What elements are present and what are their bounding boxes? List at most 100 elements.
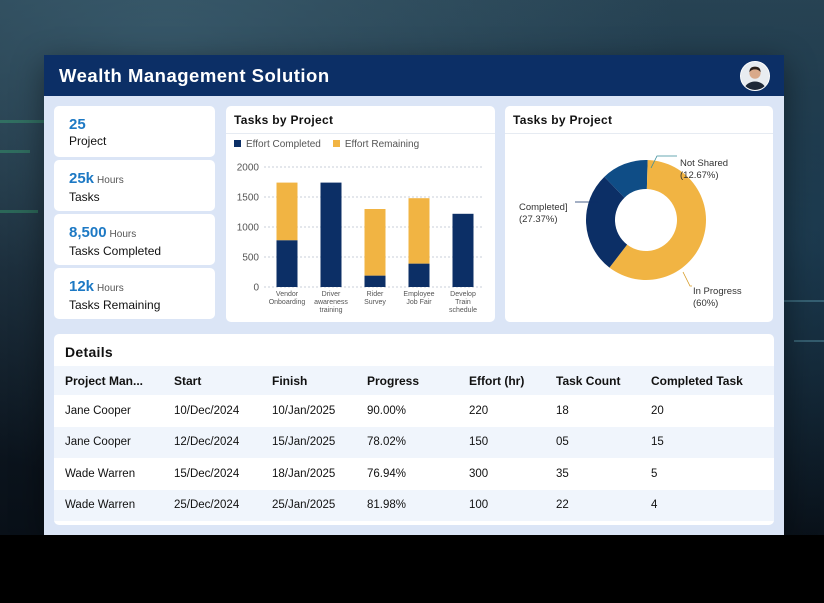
cell-finish: 15/Jan/2025 (272, 436, 336, 449)
cell-completed-task: 20 (651, 404, 664, 417)
bar-segment (276, 240, 298, 287)
x-tick-label: Rider (367, 291, 384, 298)
stat-card-tasks-remaining: 12k Hours Tasks Remaining (54, 268, 215, 319)
bar-segment (452, 213, 474, 287)
table-header-row: Project Man... Start Finish Progress Eff… (54, 366, 774, 395)
leader-line (682, 271, 692, 287)
y-tick-label: 2000 (237, 163, 260, 174)
bar-segment (364, 275, 386, 287)
column-header-effort[interactable]: Effort (hr) (469, 373, 525, 388)
slice-label-name: Not Shared (680, 158, 728, 169)
leader-line (650, 155, 677, 169)
x-tick-label: schedule (449, 307, 477, 314)
background-stripe (0, 150, 30, 153)
stat-label: Project (69, 134, 107, 148)
y-tick-label: 1000 (237, 223, 260, 234)
cell-effort: 220 (469, 404, 489, 417)
table-row[interactable]: Wade Warren 25/Dec/2024 25/Jan/2025 81.9… (54, 489, 774, 521)
dashboard-window: Wealth Management Solution 25 Project 25… (44, 55, 784, 535)
bar-chart-title: Tasks by Project (226, 106, 495, 134)
legend-label: Effort Remaining (344, 139, 420, 150)
x-tick-label: Vendor (276, 291, 299, 298)
table-row[interactable]: Wade Warren 15/Dec/2024 18/Jan/2025 76.9… (54, 458, 774, 490)
table-row[interactable]: Jane Cooper 12/Dec/2024 15/Jan/2025 78.0… (54, 426, 774, 458)
donut-slice (604, 160, 648, 198)
x-tick-label: Survey (364, 299, 386, 306)
x-tick-label: Onboarding (269, 299, 306, 306)
stat-card-projects: 25 Project (54, 106, 215, 157)
column-header-start[interactable]: Start (174, 373, 202, 388)
background-stripe (794, 340, 824, 342)
cell-start: 25/Dec/2024 (174, 499, 240, 512)
stat-unit: Hours (97, 283, 124, 294)
cell-effort: 100 (469, 499, 489, 512)
cell-completed-task: 4 (651, 499, 658, 512)
stat-value: 12k (69, 278, 95, 295)
x-tick-label: awareness (314, 299, 348, 306)
column-header-completed-task[interactable]: Completed Task (651, 373, 743, 388)
cell-effort: 300 (469, 467, 489, 480)
background-stripe (0, 210, 38, 213)
x-tick-label: Driver (322, 291, 341, 298)
cell-task-count: 35 (556, 467, 569, 480)
cell-effort: 150 (469, 436, 489, 449)
table-row[interactable]: Jane Cooper 10/Dec/2024 10/Jan/2025 90.0… (54, 395, 774, 427)
donut-chart: Not Shared(12.67%) In Progress(60%) Comple… (519, 155, 742, 309)
legend-item-remaining[interactable]: Effort Remaining (332, 139, 420, 150)
header-bar: Wealth Management Solution (44, 55, 784, 96)
slice-label-value: (27.37%) (519, 214, 558, 225)
user-avatar-icon (741, 61, 769, 90)
y-tick-label: 1500 (237, 193, 260, 204)
stat-label: Tasks (69, 190, 100, 204)
column-header-project-manager[interactable]: Project Man... (65, 373, 144, 388)
bar-chart-panel: Tasks by Project Effort Completed Effort… (226, 106, 495, 322)
x-tick-label: Train (455, 299, 471, 306)
cell-task-count: 18 (556, 404, 569, 417)
donut-slice (609, 160, 706, 280)
stat-card-tasks: 25k Hours Tasks (54, 160, 215, 211)
app-title: Wealth Management Solution (59, 64, 330, 86)
slice-label-name: Completed] (519, 202, 568, 213)
column-header-finish[interactable]: Finish (272, 373, 308, 388)
legend-swatch (234, 140, 241, 147)
leader-line (575, 201, 603, 211)
stat-label: Tasks Remaining (69, 298, 161, 312)
donut-chart-panel: Tasks by Project Not Shared (12.67%) In Pr… (505, 106, 773, 322)
cell-task-count: 05 (556, 436, 569, 449)
cell-project-manager: Wade Warren (65, 467, 136, 480)
bar-segment (408, 198, 430, 264)
stat-value: 25k (69, 170, 95, 187)
cell-start: 10/Dec/2024 (174, 404, 240, 417)
cell-progress: 81.98% (367, 499, 407, 512)
slice-label-value: (12.67%) (680, 170, 719, 181)
stat-card-tasks-completed: 8,500 Hours Tasks Completed (54, 214, 215, 265)
x-tick-label: Develop (450, 291, 476, 298)
cell-task-count: 22 (556, 499, 569, 512)
y-tick-label: 0 (253, 283, 259, 294)
user-avatar[interactable] (740, 60, 770, 91)
slice-label-name: In Progress (693, 286, 742, 297)
bar-segment (276, 182, 298, 241)
details-title: Details (65, 344, 114, 360)
stat-cards: 25 Project 25k Hours Tasks 8,500 Hours Tas… (54, 106, 215, 322)
cell-project-manager: Jane Cooper (65, 404, 131, 417)
x-tick-label: Employee (403, 291, 434, 298)
legend-label: Effort Completed (246, 139, 321, 150)
cell-finish: 25/Jan/2025 (272, 499, 336, 512)
stat-unit: Hours (109, 229, 137, 240)
column-header-progress[interactable]: Progress (367, 373, 420, 388)
bar-chart-legend: Effort Completed Effort Remaining (226, 134, 495, 150)
stat-value: 8,500 (69, 224, 107, 241)
stat-label: Tasks Completed (69, 244, 162, 258)
cell-progress: 90.00% (367, 404, 407, 417)
background-stripe (784, 300, 824, 302)
cell-start: 15/Dec/2024 (174, 467, 240, 480)
legend-item-completed[interactable]: Effort Completed (234, 139, 321, 150)
cell-progress: 76.94% (367, 467, 407, 480)
column-header-task-count[interactable]: Task Count (556, 373, 621, 388)
details-panel: Details Project Man... Start Finish Prog… (54, 334, 774, 525)
background-stripe (0, 120, 44, 123)
donut-chart-title: Tasks by Project (505, 106, 773, 134)
x-tick-label: Job Fair (406, 299, 432, 306)
stat-unit: Hours (97, 175, 124, 186)
